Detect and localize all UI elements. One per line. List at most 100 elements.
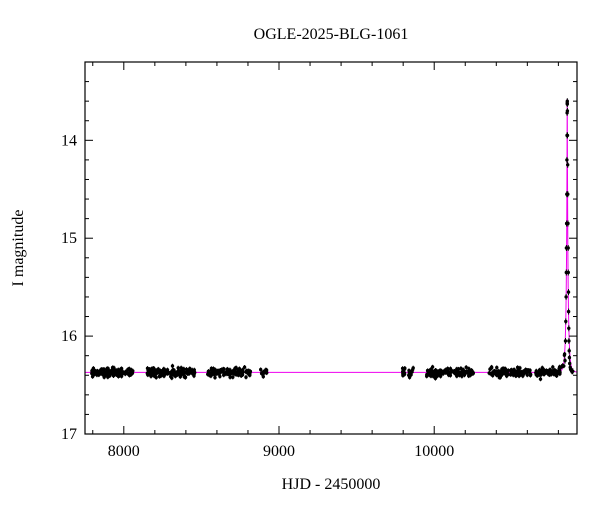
data-point [487, 371, 491, 375]
axis-ticks [85, 62, 577, 435]
data-point [566, 192, 570, 196]
data-point [402, 372, 407, 376]
data-point [130, 371, 135, 375]
y-tick-label: 17 [61, 426, 77, 443]
data-point [565, 133, 570, 138]
data-point [261, 374, 265, 379]
data-point [548, 368, 552, 372]
data-point [489, 365, 494, 369]
data-point [567, 339, 571, 343]
data-point [213, 375, 217, 380]
data-point [187, 371, 191, 376]
data-point [152, 366, 156, 370]
data-point [521, 372, 526, 376]
data-point [163, 371, 167, 375]
data-point [239, 374, 243, 378]
data-point [544, 368, 549, 373]
data-point [433, 376, 438, 381]
data-point [558, 372, 562, 376]
data-point [492, 369, 496, 373]
data-point [407, 375, 412, 380]
data-point [407, 368, 411, 373]
data-point [504, 369, 508, 373]
data-point [565, 109, 570, 113]
data-point [553, 370, 557, 374]
data-point [454, 373, 458, 377]
data-point [495, 365, 499, 370]
data-point [95, 370, 99, 375]
data-point [207, 373, 212, 377]
data-point [534, 371, 538, 375]
data-point [557, 367, 561, 371]
data-point [563, 339, 568, 343]
data-point [226, 372, 230, 376]
data-point [501, 366, 505, 371]
data-point [551, 365, 555, 369]
y-tick-label: 15 [61, 230, 77, 247]
data-point [222, 373, 226, 377]
x-axis-label: HJD - 2450000 [281, 476, 381, 493]
data-point [91, 366, 96, 370]
data-point [461, 371, 465, 375]
data-point [218, 374, 222, 379]
data-point [110, 365, 115, 370]
data-point [216, 371, 220, 376]
data-point [127, 367, 132, 372]
data-point [562, 352, 567, 356]
data-point [259, 367, 263, 372]
data-point [182, 372, 186, 376]
data-point [554, 373, 558, 378]
data-point [430, 365, 435, 369]
plot-title: OGLE-2025-BLG-1061 [253, 26, 409, 43]
data-point [99, 368, 104, 372]
data-point [162, 367, 166, 371]
data-point [181, 368, 185, 373]
data-point [184, 367, 189, 371]
data-point [121, 371, 125, 375]
data-point [566, 290, 571, 294]
data-point [116, 374, 121, 379]
data-point [157, 374, 162, 379]
data-point [527, 370, 531, 374]
data-point [435, 374, 439, 378]
data-point [177, 370, 181, 374]
data-point [516, 371, 520, 375]
data-point [567, 355, 572, 360]
data-point [567, 349, 571, 353]
data-point [411, 366, 415, 370]
data-point [563, 358, 567, 363]
data-point [455, 367, 459, 371]
data-point [145, 371, 149, 376]
data-point [149, 372, 153, 376]
data-point [425, 372, 429, 377]
data-point [126, 372, 131, 377]
data-point [112, 373, 116, 377]
data-point [566, 270, 570, 275]
data-point [471, 370, 475, 374]
data-point [497, 371, 501, 375]
y-tick-label: 14 [61, 132, 77, 149]
plot-frame [84, 61, 578, 435]
y-axis-label: I magnitude [10, 209, 27, 287]
data-point [528, 373, 533, 378]
data-point [571, 369, 575, 373]
data-point [464, 365, 468, 369]
data-point [234, 366, 238, 370]
data-point [457, 370, 461, 375]
data-point [220, 368, 225, 373]
data-point [183, 375, 188, 379]
data-point [238, 368, 242, 373]
data-point [448, 367, 453, 371]
data-point [211, 368, 215, 372]
data-point [568, 361, 572, 366]
data-point [246, 369, 250, 373]
data-point [433, 368, 438, 373]
data-point [192, 370, 197, 374]
data-point [566, 221, 570, 226]
data-point [109, 369, 114, 373]
data-point [499, 371, 503, 375]
data-point [244, 375, 248, 379]
data-point [509, 368, 513, 372]
data-point [119, 374, 124, 378]
